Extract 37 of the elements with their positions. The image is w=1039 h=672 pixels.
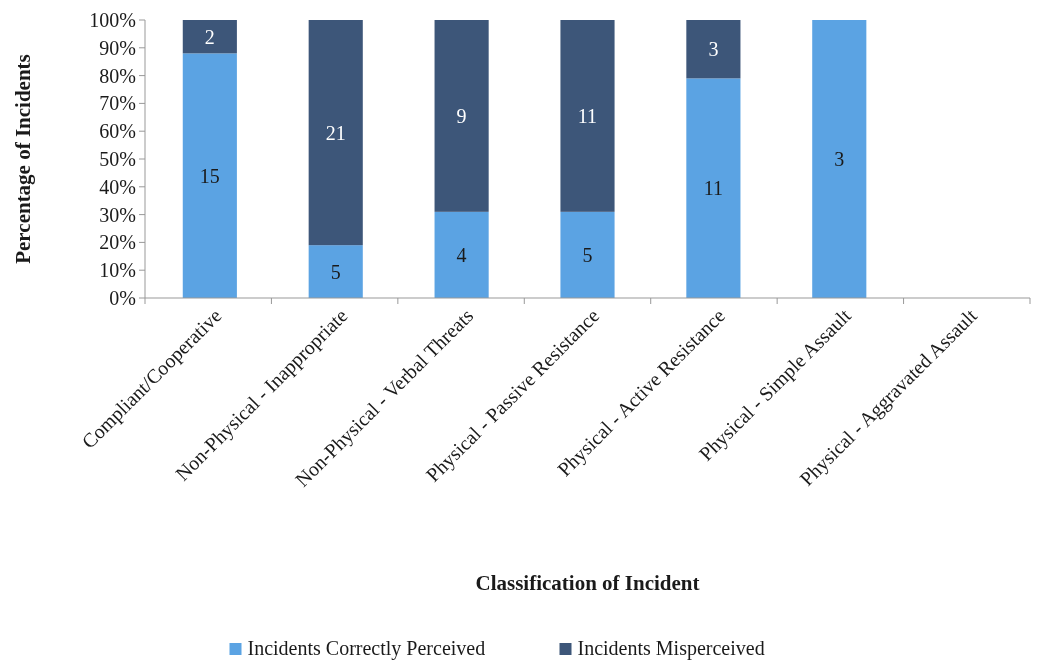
bar [560, 211, 615, 298]
bar [812, 20, 867, 298]
annotation: 9 [456, 104, 467, 127]
bar [434, 211, 489, 298]
bar [182, 53, 237, 298]
annotation: 15 [199, 164, 220, 187]
bar [182, 20, 237, 54]
y-tick-label: 70% [99, 92, 136, 115]
legend-label: Incidents Misperceived [577, 637, 765, 660]
bar [434, 20, 489, 212]
annotation: 4 [456, 243, 467, 266]
y-tick-label: 80% [99, 64, 136, 87]
bar [686, 20, 741, 79]
y-axis-title: Percentage of Incidents [11, 54, 35, 264]
bar [686, 78, 741, 298]
y-tick-label: 90% [99, 36, 136, 59]
annotation: 21 [325, 121, 346, 144]
y-tick-label: 50% [99, 148, 136, 170]
annotation: 5 [330, 260, 341, 283]
x-axis-title: Classification of Incident [475, 571, 700, 595]
annotation: 3 [834, 148, 845, 170]
legend-label: Incidents Correctly Perceived [247, 637, 486, 660]
annotation: 5 [582, 243, 593, 266]
bar [308, 20, 363, 246]
annotation: 11 [577, 104, 598, 127]
y-tick-label: 100% [89, 9, 136, 31]
y-tick-label: 0% [109, 287, 136, 309]
y-tick-label: 10% [99, 259, 136, 282]
y-tick-label: 60% [99, 120, 136, 143]
bar [308, 245, 363, 298]
annotation: 11 [703, 177, 724, 200]
annotation: 3 [708, 38, 719, 61]
y-tick-label: 30% [99, 203, 136, 226]
y-tick-label: 40% [99, 175, 136, 198]
annotation: 2 [204, 25, 215, 48]
bar [560, 20, 615, 212]
y-tick-label: 20% [99, 231, 136, 254]
